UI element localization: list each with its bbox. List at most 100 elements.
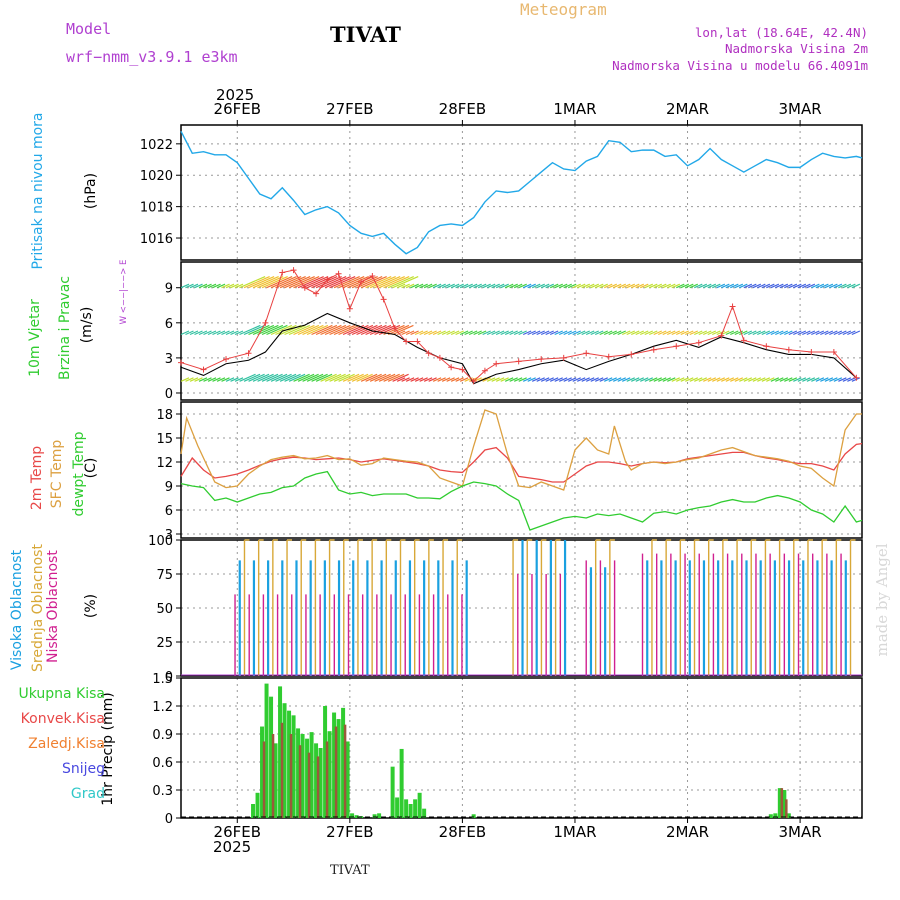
wind-barb — [612, 377, 622, 382]
wind-barb — [315, 324, 338, 336]
wind-barb — [324, 275, 351, 289]
wind-barb — [311, 324, 333, 336]
wind-barb — [360, 275, 387, 289]
wind-barb — [640, 330, 649, 336]
wind-barb — [590, 377, 599, 382]
wind-barb — [788, 377, 798, 382]
wind-barb — [716, 283, 726, 289]
wind-barb — [261, 324, 284, 336]
wind-barb — [374, 324, 396, 336]
precip-bar — [773, 813, 778, 818]
wind-barb — [392, 373, 409, 382]
wind-barb — [455, 330, 464, 336]
wind-barb — [428, 377, 437, 382]
wind-barb — [396, 330, 406, 336]
wind-barb — [419, 330, 428, 336]
wind-barb — [338, 373, 355, 382]
precip-bar — [269, 696, 274, 818]
wind-barb — [518, 377, 527, 382]
wind-barb — [189, 283, 199, 289]
y-tick-label: 100 — [148, 534, 173, 549]
wind-barb — [635, 377, 644, 382]
wind-barb — [306, 373, 324, 382]
wind-barb — [329, 275, 356, 289]
precip-bar — [377, 813, 382, 818]
wind-barb — [712, 283, 721, 289]
wind-barb — [829, 377, 838, 382]
wind-barb — [649, 283, 658, 289]
wind-barb — [243, 373, 261, 382]
wind-barb — [653, 377, 663, 382]
wind-barb — [455, 377, 464, 382]
legend-ukupna-kisa: Ukupna Kisa — [18, 686, 105, 702]
wind-barb — [779, 283, 789, 289]
wind-barb — [757, 283, 766, 289]
precip-bar — [323, 706, 328, 818]
wind-barb — [576, 330, 586, 336]
wind-barb — [793, 283, 802, 289]
wind-barb — [712, 330, 721, 336]
wind-barb — [185, 330, 194, 336]
wind-barb — [230, 330, 239, 336]
precip-bar — [350, 813, 355, 818]
wind-barb — [356, 373, 373, 382]
page-title: TIVAT — [330, 22, 401, 47]
wind-barb — [243, 324, 266, 336]
wind-barb — [486, 330, 496, 336]
wind-barb — [365, 275, 392, 289]
wind-barb — [522, 283, 532, 289]
wind-barb — [585, 330, 595, 336]
wind-barb — [333, 324, 356, 336]
wind-barb — [558, 377, 568, 382]
wind-barb — [311, 373, 328, 382]
wind-barb — [288, 373, 306, 382]
wind-barb — [180, 283, 190, 289]
gust-marker — [262, 319, 269, 326]
wind-barb — [707, 377, 717, 382]
wind-barb — [545, 377, 554, 382]
precip-bar — [471, 814, 476, 818]
precip-bar — [341, 707, 346, 818]
wind-barb — [527, 330, 536, 336]
wind-barb — [536, 283, 545, 289]
wind-barb — [311, 275, 338, 289]
wind-barb — [793, 330, 802, 336]
wind-barb — [252, 324, 275, 336]
wind-barb — [806, 283, 816, 289]
wind-barb — [410, 283, 419, 289]
wind-barb — [649, 330, 658, 336]
wind-barb — [383, 275, 410, 289]
wind-barb — [387, 373, 405, 382]
wind-barb — [784, 330, 793, 336]
wind-barb — [752, 283, 762, 289]
wind-barb — [617, 377, 626, 382]
wind-barb — [838, 283, 847, 289]
wind-barb — [369, 275, 396, 289]
wind-barb — [851, 330, 861, 336]
wind-barb — [707, 330, 717, 336]
wind-barb — [829, 283, 838, 289]
wind-barb — [847, 283, 856, 289]
pressure-line — [180, 130, 863, 255]
y-tick-label: 1016 — [140, 232, 173, 247]
wind-barb — [248, 373, 265, 382]
wind-barb — [725, 283, 735, 289]
precip-bar — [262, 741, 266, 818]
wind-barb — [437, 283, 446, 289]
wind-barb — [387, 275, 414, 289]
wind-barb — [392, 324, 414, 336]
wind-barb — [482, 283, 491, 289]
wind-barb — [531, 283, 541, 289]
precip-bar — [325, 741, 329, 818]
wind-barb — [658, 377, 667, 382]
gust-marker — [853, 374, 860, 381]
wind-barb — [270, 324, 293, 336]
precip-bar — [307, 752, 311, 818]
precip-bar — [298, 745, 302, 818]
wind-barb — [671, 283, 681, 289]
wind-barb — [513, 377, 523, 382]
wind-barb — [703, 377, 712, 382]
panel-3: 0 25 50 75 100 — [148, 534, 863, 685]
wind-barb — [788, 330, 798, 336]
wind-barb — [622, 283, 631, 289]
